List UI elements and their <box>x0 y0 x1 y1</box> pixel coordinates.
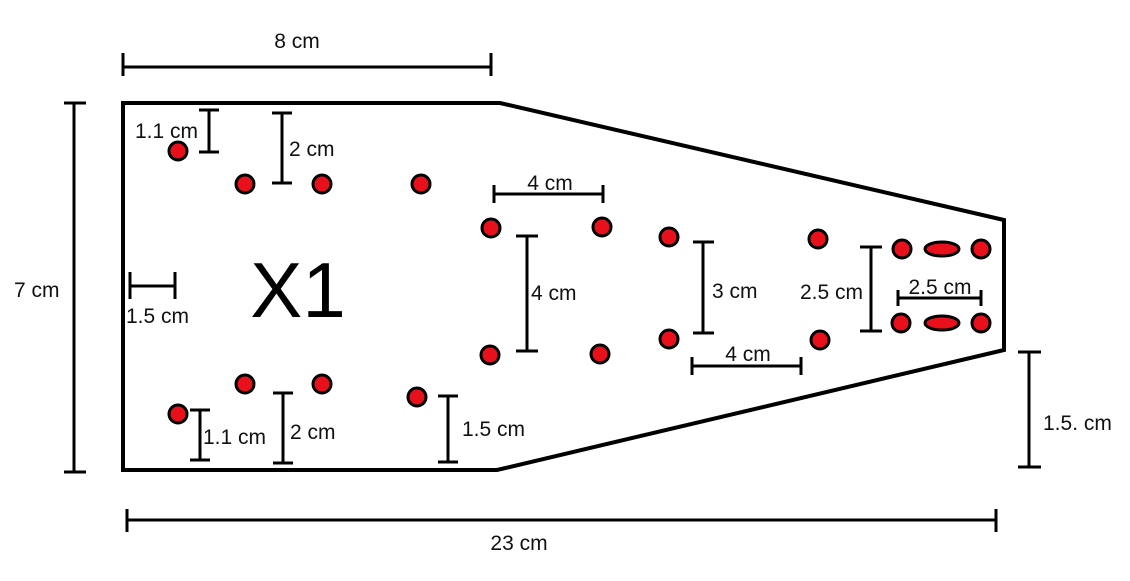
dim-left-height: 7 cm <box>14 101 86 474</box>
holes <box>167 140 992 425</box>
part-label: X1 <box>250 246 345 334</box>
hole <box>311 373 333 395</box>
dim-edge-margin: 1.5 cm <box>126 272 189 328</box>
dim-label: 2.5 cm <box>908 276 971 299</box>
dim-bottom-corner: 1.1 cm <box>190 408 266 462</box>
hole <box>658 226 680 248</box>
hole <box>406 386 428 408</box>
dim-top-width: 8 cm <box>121 30 493 76</box>
hole <box>311 173 333 195</box>
dim-center-h: 4 cm <box>492 172 605 203</box>
dim-label: 8 cm <box>274 30 320 53</box>
dim-label: 2.5 cm <box>800 281 863 304</box>
dim-label: 2 cm <box>290 421 336 444</box>
dim-label: 4 cm <box>527 172 573 195</box>
slot <box>923 314 961 332</box>
hole <box>809 329 831 351</box>
hole <box>591 216 613 238</box>
dim-bottom-width: 23 cm <box>125 509 998 555</box>
hole <box>234 173 256 195</box>
dim-label: 1.1 cm <box>135 120 198 143</box>
dim-top-corner: 1.1 cm <box>135 108 219 154</box>
dim-center-v: 4 cm <box>516 234 577 353</box>
hole <box>658 328 680 350</box>
dim-mid-h: 4 cm <box>690 343 803 375</box>
dim-bottom-third: 1.5 cm <box>438 394 525 464</box>
hole <box>807 228 829 250</box>
dim-label: 23 cm <box>490 532 547 555</box>
hole <box>167 403 189 425</box>
dim-label: 3 cm <box>712 280 758 303</box>
hole <box>589 343 611 365</box>
dim-label: 7 cm <box>14 279 60 302</box>
hole <box>410 173 432 195</box>
dim-mid-v: 3 cm <box>693 240 758 335</box>
hole <box>970 312 992 334</box>
plate-outline <box>121 101 1006 472</box>
dim-right-offset: 1.5. cm <box>1018 350 1112 469</box>
hole <box>479 344 501 366</box>
dim-label: 2 cm <box>289 138 335 161</box>
dim-label: 1.1 cm <box>203 426 266 449</box>
dim-top-row: 2 cm <box>272 111 335 185</box>
hole <box>480 217 502 239</box>
dim-label: 1.5. cm <box>1043 412 1112 435</box>
dim-bottom-row: 2 cm <box>273 391 336 465</box>
dim-label: 4 cm <box>531 282 577 305</box>
hole <box>970 238 992 260</box>
dim-label: 1.5 cm <box>462 418 525 441</box>
hole <box>167 140 189 162</box>
hole <box>890 312 912 334</box>
dim-label: 1.5 cm <box>126 305 189 328</box>
hole <box>891 238 913 260</box>
hole <box>234 373 256 395</box>
dim-right-v: 2.5 cm <box>800 245 882 333</box>
slot <box>923 240 961 258</box>
dim-label: 4 cm <box>725 343 771 366</box>
dim-right-h: 2.5 cm <box>896 276 983 306</box>
